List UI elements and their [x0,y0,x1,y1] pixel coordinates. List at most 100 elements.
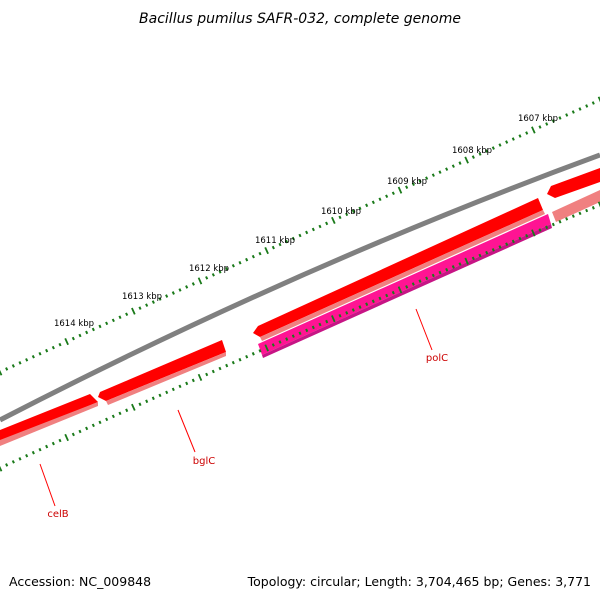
inner-scale-minor-dot [111,414,115,419]
outer-scale-minor-dot [258,251,262,256]
inner-scale-minor-dot [498,245,502,249]
outer-scale-minor-dot [105,321,109,326]
outer-scale-major-tick [64,338,69,346]
outer-scale-minor-dot [305,230,309,235]
inner-scale-minor-dot [118,411,122,416]
outer-scale-minor-dot [5,367,9,371]
outer-scale-minor-dot [231,263,235,268]
inner-scale-minor-dot [338,313,342,318]
outer-scale-minor-dot [325,221,329,226]
outer-scale-minor-dot [378,197,382,202]
outer-scale-minor-dot [125,312,129,317]
outer-scale-major-tick [397,186,403,194]
outer-scale-minor-dot [498,143,502,147]
outer-scale-minor-dot [205,276,209,280]
outer-scale-minor-dot [11,364,15,368]
inner-scale-minor-dot [558,219,562,224]
outer-scale-minor-dot [158,297,162,301]
inner-scale-minor-dot [25,453,29,458]
gene-arrow-celB-shadow [0,402,98,446]
inner-scale-minor-dot [178,384,182,389]
gene-label-polC: polC [426,353,448,364]
inner-scale-major-tick [331,315,336,323]
outer-scale-minor-dot [45,348,49,353]
outer-scale-minor-dot [191,282,195,286]
outer-scale-minor-dot [518,134,522,138]
inner-scale-minor-dot [145,399,149,404]
outer-scale-minor-dot [151,300,155,304]
inner-scale-minor-dot [298,331,302,336]
outer-scale-minor-dot [58,342,62,347]
outer-scale-major-tick [131,307,136,315]
outer-scale-minor-dot [471,155,475,159]
inner-scale-minor-dot [385,293,389,298]
outer-scale-minor-dot [591,101,595,105]
outer-scale-minor-dot [298,233,302,238]
inner-scale-minor-dot [38,447,42,452]
outer-scale-minor-dot [285,239,289,244]
reverse-strand-genes [258,214,552,358]
inner-scale-minor-dot [18,457,22,461]
gene-arrow-forward-right-light [552,190,600,222]
inner-scale-minor-dot [251,352,255,356]
tick-label-1613: 1613 kbp [122,292,162,302]
inner-scale-minor-dot [71,432,75,437]
outer-scale-minor-dot [38,351,42,356]
inner-scale-minor-dot [31,450,35,455]
outer-scale-minor-dot [278,242,282,247]
inner-scale-minor-dot [365,302,369,306]
inner-scale-minor-dot [585,208,589,213]
inner-scale-minor-dot [485,250,489,255]
inner-scale-minor-dot [458,262,462,266]
outer-scale-minor-dot [445,167,449,171]
tick-label-1611: 1611 kbp [255,236,295,246]
outer-scale-minor-dot [511,137,515,141]
topology-text: Topology: circular; Length: 3,704,465 bp… [247,574,591,589]
outer-scale-major-tick [597,96,600,103]
inner-scale-minor-dot [151,396,155,401]
outer-scale-minor-dot [71,336,75,341]
outer-scale-minor-dot [538,125,542,129]
inner-scale-minor-dot [431,273,435,278]
leader-line-celB [39,463,56,507]
gene-label-bglC: bglC [193,456,215,467]
inner-scale-minor-dot [545,225,549,230]
outer-scale-minor-dot [505,140,509,144]
inner-scale-minor-dot [231,360,235,365]
inner-scale-minor-dot [98,420,102,425]
gene-arrow-polC [258,214,551,355]
inner-scale-minor-dot [525,234,529,238]
outer-scale-minor-dot [211,273,215,277]
inner-scale-minor-dot [285,337,289,341]
tick-label-1610: 1610 kbp [321,207,361,217]
inner-scale-minor-dot [378,296,382,301]
inner-scale-minor-dot [411,282,415,286]
outer-scale-labels: 1607 kbp 1608 kbp 1609 kbp 1610 kbp 1611… [54,114,558,329]
gene-arrow-forward-mid-shadow [260,210,545,341]
inner-scale-minor-dot [311,325,315,330]
inner-scale-minor-dot [185,381,189,386]
inner-scale-minor-dot [351,308,355,312]
inner-scale-minor-dot [578,211,582,216]
inner-scale-minor-dot [191,378,195,383]
outer-scale-minor-dot [271,245,275,250]
accession-text: Accession: NC_009848 [9,574,152,589]
inner-scale-major-tick [531,229,536,237]
outer-scale-minor-dot [111,318,115,323]
outer-scale-minor-dot [85,330,89,335]
outer-scale-minor-dot [411,182,415,187]
outer-scale-minor-dot [551,119,555,123]
outer-scale-minor-dot [171,291,175,295]
inner-scale-minor-dot [405,285,409,289]
outer-scale-minor-dot [438,170,442,174]
outer-scale-minor-dot [458,161,462,165]
inner-scale-minor-dot [305,328,309,333]
gene-arrow-forward-mid [253,198,543,337]
outer-scale-minor-dot [491,146,495,150]
outer-scale-minor-dot [485,149,489,153]
outer-scale-major-tick [464,156,469,164]
inner-scale-minor-dot [445,267,449,272]
outer-scale-minor-dot [565,113,569,117]
inner-scale-minor-dot [451,265,455,269]
gene-arrow-bglC-shadow [106,352,226,405]
